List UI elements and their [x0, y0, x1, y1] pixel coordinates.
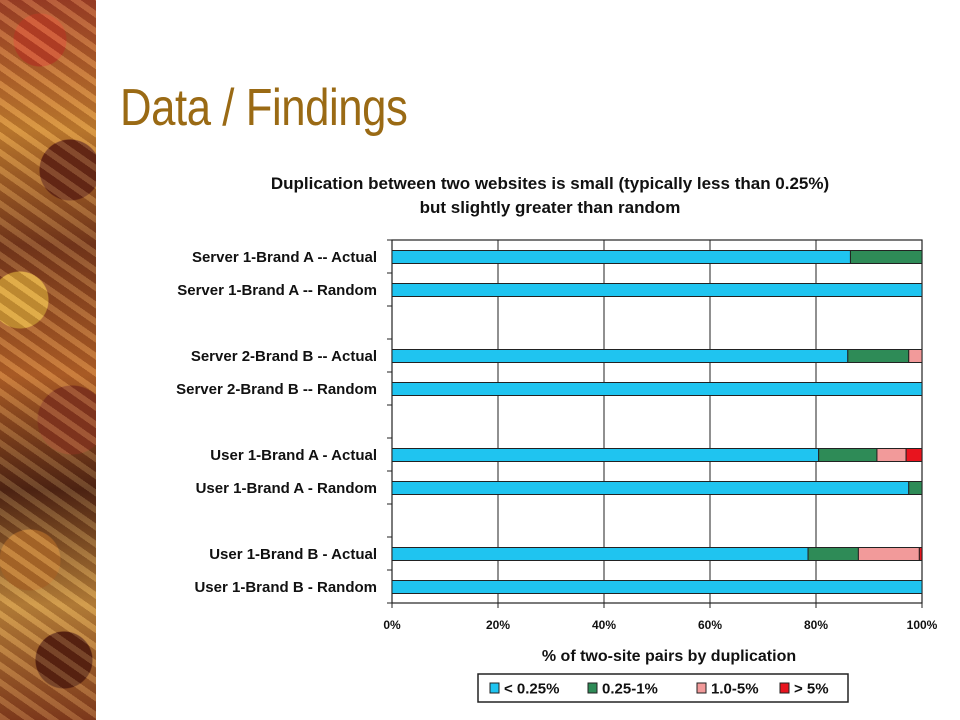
category-label: User 1-Brand B - Random — [194, 579, 377, 596]
plot-area — [391, 239, 923, 604]
bar-segment — [391, 283, 923, 297]
legend-label: > 5% — [794, 681, 829, 698]
category-label: User 1-Brand A - Random — [196, 480, 377, 497]
x-tick-label: 20% — [486, 618, 510, 632]
x-tick-label: 100% — [907, 618, 938, 632]
bar-segment — [847, 349, 910, 363]
bar-segment — [876, 448, 907, 462]
legend-swatch — [696, 682, 707, 694]
category-label: Server 2-Brand B -- Random — [176, 381, 377, 398]
bar-segment — [908, 349, 923, 363]
legend-swatch — [489, 682, 500, 694]
bar-segment — [857, 547, 920, 561]
x-tick-label: 80% — [804, 618, 828, 632]
bar-segment — [391, 349, 849, 363]
chart-title-line-2: but slightly greater than random — [419, 198, 681, 217]
category-label: User 1-Brand B - Actual — [209, 546, 377, 563]
x-tick-label: 40% — [592, 618, 616, 632]
legend-label: < 0.25% — [504, 681, 559, 698]
legend-swatch — [587, 682, 598, 694]
bar-segment — [391, 481, 910, 495]
bar-segment — [818, 448, 878, 462]
chart-title: Duplication between two websites is smal… — [170, 172, 930, 220]
bar-segment — [807, 547, 859, 561]
category-label: Server 1-Brand A -- Random — [177, 282, 377, 299]
bar-segment — [905, 448, 923, 462]
category-label: Server 1-Brand A -- Actual — [192, 249, 377, 266]
legend-label: 1.0-5% — [711, 681, 759, 698]
x-tick-label: 60% — [698, 618, 722, 632]
legend-swatch — [779, 682, 790, 694]
bar-segment — [918, 547, 923, 561]
bar-segment — [391, 547, 809, 561]
page-title: Data / Findings — [120, 79, 408, 137]
bar-segment — [391, 250, 851, 264]
category-label: Server 2-Brand B -- Actual — [191, 348, 377, 365]
bar-segment — [849, 250, 923, 264]
x-axis-title: % of two-site pairs by duplication — [542, 648, 796, 665]
bar-segment — [391, 448, 820, 462]
bar-segment — [391, 382, 923, 396]
bar-segment — [908, 481, 923, 495]
x-tick-label: 0% — [383, 618, 401, 632]
legend-label: 0.25-1% — [602, 681, 658, 698]
category-label: User 1-Brand A - Actual — [210, 447, 377, 464]
chart-title-line-1: Duplication between two websites is smal… — [270, 174, 830, 193]
decorative-side-image — [0, 0, 96, 720]
bar-segment — [391, 580, 923, 594]
